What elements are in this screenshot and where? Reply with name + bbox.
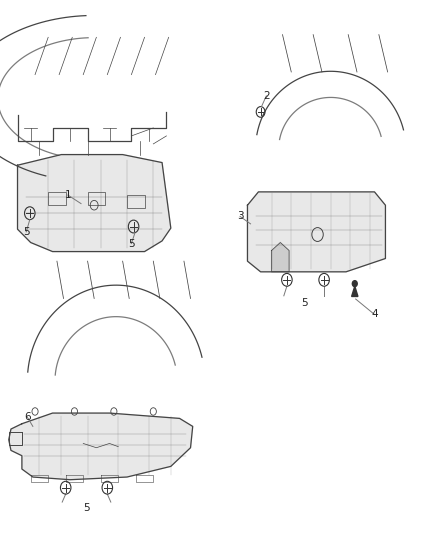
Polygon shape [352,286,358,296]
Text: 5: 5 [83,504,90,513]
Polygon shape [9,413,193,480]
Text: 6: 6 [24,412,31,422]
Text: 5: 5 [301,298,308,308]
Text: 4: 4 [371,310,378,319]
Text: 1: 1 [64,190,71,200]
Polygon shape [272,243,289,272]
Text: 3: 3 [237,212,244,221]
Polygon shape [247,192,385,272]
Polygon shape [18,155,171,252]
Text: 2: 2 [263,91,270,101]
Text: 5: 5 [23,227,30,237]
Text: 5: 5 [128,239,135,248]
Circle shape [352,281,357,287]
